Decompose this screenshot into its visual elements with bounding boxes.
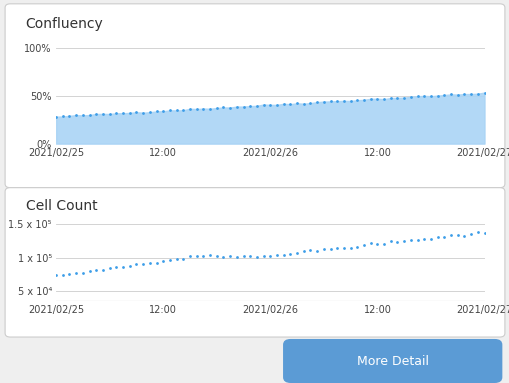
Text: Cell Count: Cell Count [25, 199, 97, 213]
Text: Confluency: Confluency [25, 17, 103, 31]
Text: More Detail: More Detail [356, 355, 428, 368]
